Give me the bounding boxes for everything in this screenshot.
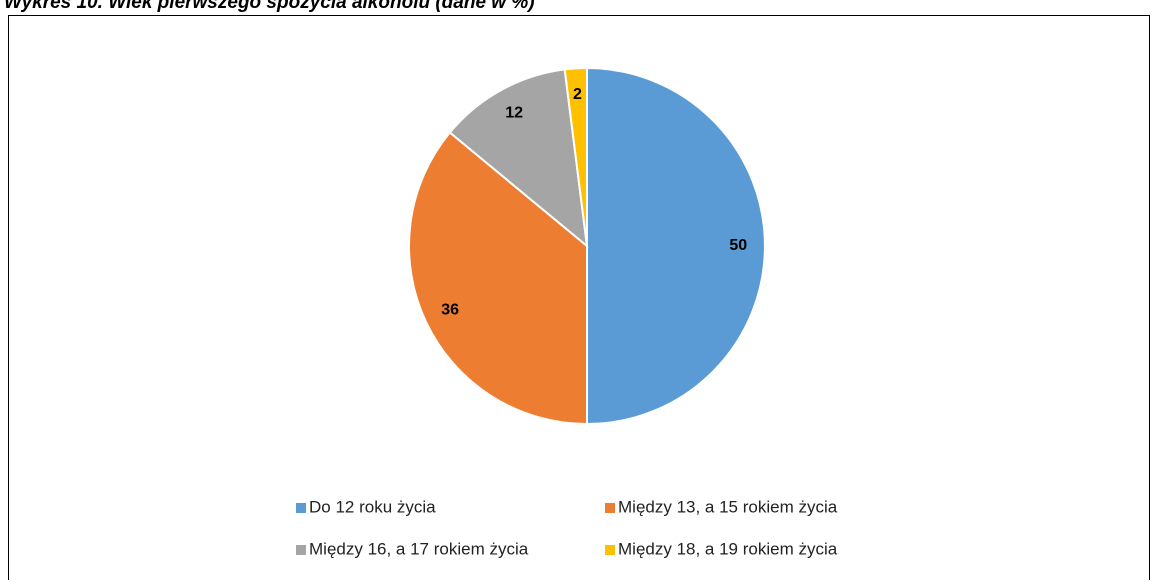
chart-title: Wykres 10. Wiek pierwszego spożycia alko… xyxy=(4,0,535,13)
pie-slice xyxy=(586,66,766,426)
legend-swatch xyxy=(296,503,306,513)
legend-swatch xyxy=(296,545,306,555)
data-label: 12 xyxy=(505,105,523,122)
data-label: 36 xyxy=(441,302,459,319)
pie-slice xyxy=(408,131,588,426)
legend-label: Do 12 roku życia xyxy=(309,497,436,516)
legend-swatch xyxy=(605,503,615,513)
legend-label: Między 13, a 15 rokiem życia xyxy=(618,497,838,516)
pie-slice xyxy=(563,66,588,247)
data-label: 50 xyxy=(729,237,747,254)
legend-swatch xyxy=(605,545,615,555)
data-label: 2 xyxy=(573,86,582,103)
pie-slice xyxy=(448,68,589,249)
legend-label: Między 16, a 17 rokiem życia xyxy=(309,539,529,558)
legend-label: Między 18, a 19 rokiem życia xyxy=(618,539,838,558)
